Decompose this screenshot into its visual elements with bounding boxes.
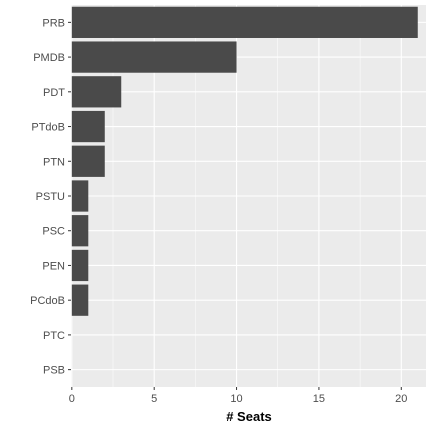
y-tick-label: PRB <box>42 17 65 29</box>
bar-psc <box>71 215 89 247</box>
y-axis: PRB PMDB PDT PTdoB PTN PSTU PSC PEN PCdoB PTC PSB <box>30 17 71 377</box>
y-tick-label: PSC <box>42 226 65 238</box>
bar-pen <box>71 249 89 282</box>
x-tick-label: 10 <box>230 393 242 405</box>
bar-pmdb <box>71 41 237 73</box>
y-tick-label: PTN <box>43 156 65 168</box>
bar-pdt <box>71 76 122 108</box>
y-tick-label: PTC <box>43 330 65 342</box>
bars <box>71 6 418 316</box>
bar-prb <box>71 6 418 38</box>
bar-ptn <box>71 145 105 177</box>
x-tick-label: 20 <box>395 393 407 405</box>
x-axis-title: # Seats <box>226 409 272 424</box>
y-tick-label: PSTU <box>36 191 65 203</box>
bar-pstu <box>71 180 89 212</box>
x-tick-label: 5 <box>151 393 157 405</box>
y-tick-label: PEN <box>42 260 65 272</box>
y-tick-label: PCdoB <box>30 295 65 307</box>
y-tick-label: PTdoB <box>31 122 65 134</box>
bar-pcdob <box>71 284 89 316</box>
x-tick-label: 15 <box>313 393 325 405</box>
x-tick-label: 0 <box>69 393 75 405</box>
x-axis: 0 5 10 15 20 <box>69 387 407 405</box>
y-tick-label: PSB <box>43 365 65 377</box>
y-tick-label: PMDB <box>33 52 65 64</box>
y-tick-label: PDT <box>43 87 65 99</box>
bar-ptdob <box>71 110 105 143</box>
